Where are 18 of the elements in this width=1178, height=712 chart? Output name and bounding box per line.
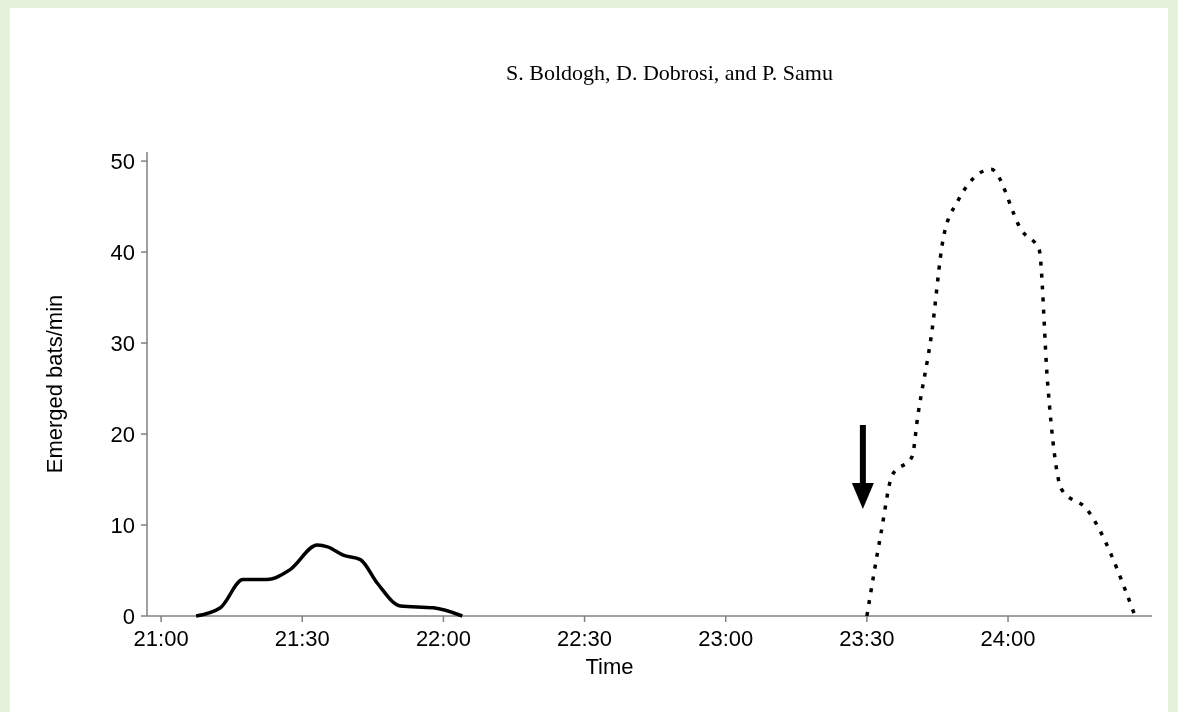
- line-series: [194, 543, 465, 618]
- y-tick-label: 40: [110, 239, 135, 265]
- y-tick-label: 0: [122, 603, 135, 629]
- y-axis-title: Emerged bats/min: [42, 294, 67, 474]
- x-tick-label: 23:30: [839, 626, 895, 651]
- y-tick-label: 20: [110, 421, 135, 447]
- x-tick-label: 23:00: [698, 626, 754, 651]
- x-tick-label: 21:30: [274, 626, 330, 651]
- y-tick-label: 10: [110, 512, 135, 538]
- x-tick-label: 24:00: [980, 626, 1036, 651]
- x-axis-title: Time: [585, 654, 634, 679]
- x-tick-label: 21:00: [133, 626, 189, 651]
- y-tick-label: 50: [110, 148, 135, 174]
- y-tick-label: 30: [110, 330, 135, 356]
- line-series: [865, 167, 1137, 618]
- chart-title: S. Boldogh, D. Dobrosi, and P. Samu: [506, 60, 833, 85]
- x-tick-label: 22:30: [557, 626, 613, 651]
- x-tick-label: 22:00: [415, 626, 471, 651]
